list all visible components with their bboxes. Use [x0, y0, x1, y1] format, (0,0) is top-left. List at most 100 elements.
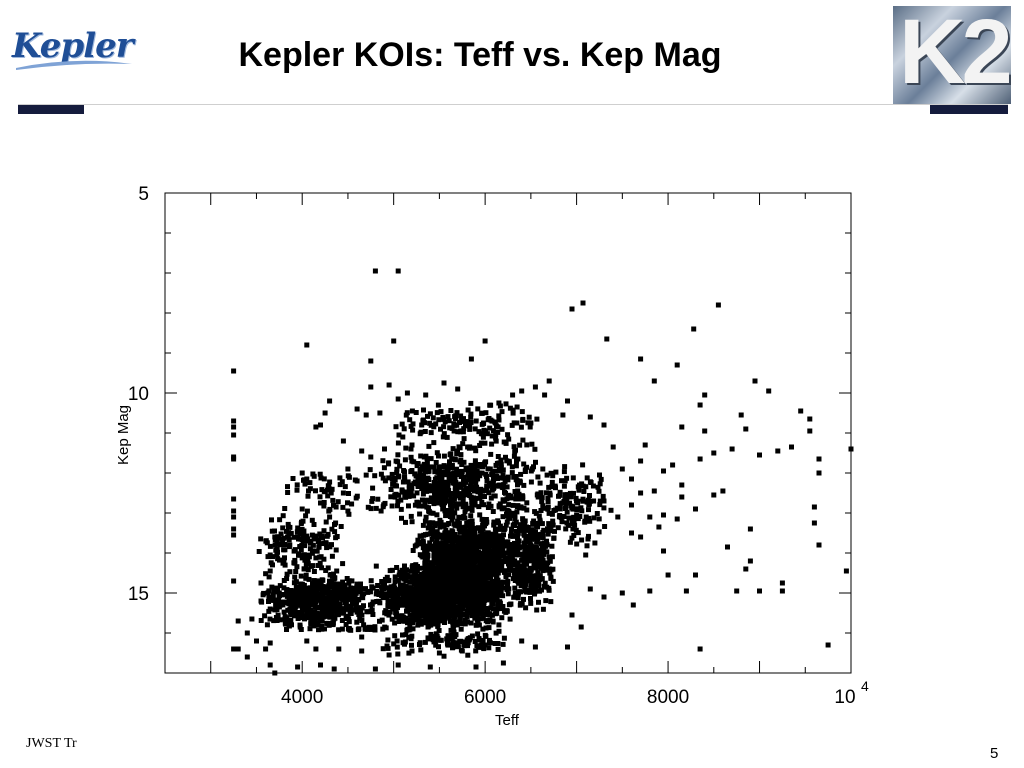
- data-point: [386, 652, 392, 658]
- data-point: [487, 640, 493, 646]
- data-point: [490, 537, 496, 543]
- data-point: [424, 497, 430, 503]
- data-point: [327, 514, 333, 520]
- data-point: [359, 612, 365, 618]
- data-point: [651, 488, 657, 494]
- data-point: [475, 592, 481, 598]
- data-point: [272, 534, 278, 540]
- data-point: [566, 515, 572, 521]
- data-point: [473, 477, 479, 483]
- data-point: [449, 535, 455, 541]
- data-point: [486, 557, 492, 563]
- data-point: [398, 596, 403, 602]
- data-point: [414, 608, 420, 614]
- data-point: [561, 514, 567, 519]
- data-point: [535, 551, 540, 557]
- data-point: [469, 479, 474, 485]
- data-point: [466, 422, 472, 428]
- data-point: [449, 551, 455, 557]
- data-point: [478, 551, 484, 557]
- data-point: [436, 586, 442, 592]
- data-point: [271, 618, 277, 624]
- data-point: [525, 525, 531, 530]
- data-point: [539, 495, 545, 501]
- data-point: [307, 546, 313, 552]
- data-point: [451, 623, 457, 628]
- data-point: [318, 601, 324, 607]
- data-point: [413, 410, 419, 415]
- data-point: [287, 524, 293, 530]
- data-point: [493, 462, 499, 468]
- data-point: [331, 502, 336, 508]
- data-point: [442, 577, 448, 583]
- data-point: [472, 639, 478, 644]
- data-point: [269, 517, 274, 523]
- data-point: [448, 594, 454, 600]
- footer-text: JWST Tr: [26, 736, 77, 751]
- data-point: [510, 533, 516, 539]
- data-point: [321, 528, 327, 534]
- data-point: [545, 531, 551, 537]
- data-point: [469, 498, 475, 504]
- data-point: [487, 563, 493, 569]
- data-point: [284, 615, 290, 621]
- data-point: [331, 586, 337, 591]
- data-point: [368, 384, 374, 390]
- data-point: [527, 424, 533, 430]
- data-point: [374, 588, 380, 594]
- data-point: [493, 546, 499, 552]
- data-point: [370, 624, 376, 630]
- data-point: [518, 524, 524, 530]
- data-point: [548, 599, 554, 605]
- data-point: [539, 555, 545, 561]
- data-point: [549, 554, 555, 560]
- data-point: [520, 437, 526, 443]
- data-point: [524, 442, 530, 448]
- data-point: [402, 457, 408, 463]
- data-point: [540, 606, 546, 612]
- data-point: [446, 537, 452, 543]
- data-point: [359, 448, 365, 454]
- data-point: [547, 555, 553, 561]
- data-point: [472, 426, 478, 432]
- data-point: [422, 464, 428, 470]
- data-point: [482, 557, 488, 563]
- data-point: [597, 498, 603, 504]
- data-point: [470, 538, 476, 544]
- data-point: [276, 604, 282, 610]
- data-point: [468, 411, 474, 417]
- data-point: [274, 618, 280, 623]
- data-point: [729, 446, 735, 452]
- data-point: [533, 459, 538, 465]
- data-point: [565, 644, 570, 650]
- data-point: [505, 582, 510, 588]
- data-point: [500, 485, 506, 491]
- data-point: [720, 488, 726, 494]
- data-point: [527, 538, 532, 544]
- data-point: [327, 479, 333, 485]
- data-point: [469, 522, 475, 528]
- data-point: [437, 522, 443, 528]
- data-point: [509, 551, 515, 557]
- data-point: [231, 496, 237, 502]
- data-point: [313, 424, 319, 430]
- data-point: [406, 503, 411, 509]
- data-point: [528, 542, 534, 548]
- data-point: [449, 545, 455, 551]
- data-point: [570, 506, 576, 512]
- data-point: [449, 632, 455, 638]
- data-point: [592, 540, 598, 546]
- data-point: [304, 533, 310, 539]
- data-point: [278, 531, 284, 537]
- data-point: [434, 410, 440, 416]
- data-point: [426, 468, 432, 474]
- data-point: [512, 521, 517, 527]
- data-point: [280, 600, 286, 606]
- data-point: [285, 534, 290, 540]
- data-point: [336, 627, 342, 633]
- data-point: [300, 537, 306, 543]
- data-point: [420, 571, 426, 577]
- data-point: [432, 599, 438, 605]
- data-point: [567, 494, 573, 500]
- data-point: [327, 607, 333, 613]
